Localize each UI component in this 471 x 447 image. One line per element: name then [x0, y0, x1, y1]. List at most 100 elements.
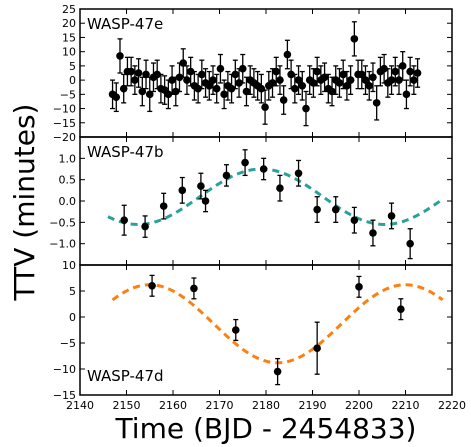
data-point — [335, 68, 344, 98]
point-marker — [328, 87, 336, 96]
y-tick-label: 20 — [62, 17, 76, 30]
point-marker — [134, 69, 143, 77]
data-point — [179, 48, 188, 78]
x-tick-label: 2170 — [206, 399, 234, 412]
point-marker — [391, 67, 400, 76]
point-marker — [369, 229, 377, 237]
point-marker — [406, 67, 414, 76]
data-point — [238, 53, 247, 84]
data-point — [410, 65, 418, 95]
data-point — [119, 73, 128, 104]
point-marker — [238, 64, 247, 73]
point-marker — [380, 64, 388, 73]
y-tick-label: 5 — [69, 60, 76, 73]
point-marker — [241, 158, 249, 167]
y-tick-label: 0 — [69, 311, 76, 324]
point-marker — [361, 76, 370, 84]
y-tick-label: 25 — [62, 3, 76, 16]
data-point — [294, 159, 303, 187]
data-point — [145, 76, 154, 113]
data-point — [222, 164, 231, 187]
data-point — [168, 65, 176, 95]
data-point — [324, 73, 333, 104]
y-tick-label: −15 — [53, 389, 76, 402]
data-point — [313, 196, 321, 223]
point-marker — [216, 64, 225, 73]
x-axis-label: Time (BJD - 2454833) — [115, 412, 417, 445]
point-marker — [365, 82, 374, 90]
data-point — [406, 228, 414, 260]
data-point — [220, 79, 228, 110]
data-point — [141, 215, 149, 238]
data-point — [294, 65, 303, 95]
point-marker — [212, 84, 221, 93]
point-marker — [201, 197, 210, 205]
x-tick-label: 2220 — [438, 399, 466, 412]
point-marker — [279, 96, 288, 104]
data-point — [241, 149, 249, 177]
y-tick-label: 1.0 — [59, 152, 77, 165]
data-point — [116, 38, 124, 74]
data-point — [197, 172, 205, 200]
data-point — [309, 68, 318, 98]
data-point — [291, 73, 299, 104]
data-point — [205, 70, 214, 101]
point-marker — [397, 305, 405, 314]
y-tick-label: −10 — [53, 363, 76, 376]
y-tick-label: −0.5 — [49, 216, 76, 229]
point-marker — [369, 73, 377, 82]
point-marker — [148, 282, 156, 290]
point-marker — [402, 90, 411, 99]
data-point — [283, 39, 292, 70]
x-tick-label: 2190 — [299, 399, 327, 412]
data-point — [398, 51, 407, 81]
y-tick-label: −15 — [53, 117, 76, 130]
point-marker — [257, 84, 266, 93]
point-marker — [197, 182, 205, 190]
point-marker — [291, 84, 299, 93]
data-point — [276, 174, 284, 202]
data-point — [276, 65, 284, 95]
panel-label: WASP-47e — [87, 15, 163, 33]
y-axis-label: TTV (minutes) — [8, 104, 41, 302]
point-marker — [387, 76, 396, 84]
point-marker — [153, 70, 161, 79]
data-point — [201, 189, 210, 213]
data-point — [209, 65, 217, 95]
point-marker — [178, 186, 187, 195]
data-point — [365, 70, 374, 101]
data-point — [134, 58, 143, 88]
point-marker — [294, 76, 303, 84]
data-point — [387, 65, 396, 95]
data-point — [279, 85, 288, 115]
data-point — [201, 68, 210, 98]
point-marker — [268, 79, 277, 87]
point-marker — [220, 90, 228, 99]
point-marker — [190, 284, 198, 293]
point-marker — [209, 76, 217, 84]
point-marker — [179, 59, 188, 67]
data-point — [138, 76, 147, 107]
y-tick-label: 5 — [69, 285, 76, 298]
data-point — [413, 58, 422, 88]
point-marker — [138, 87, 147, 96]
data-point — [350, 206, 359, 234]
data-point — [178, 176, 187, 204]
y-tick-label: −1.0 — [49, 238, 76, 251]
data-point — [369, 62, 377, 93]
x-tick-label: 2210 — [392, 399, 420, 412]
data-point — [212, 73, 221, 104]
point-marker — [313, 205, 321, 214]
data-point — [313, 56, 321, 87]
x-tick-label: 2140 — [66, 399, 94, 412]
data-point — [131, 65, 139, 95]
data-point — [406, 56, 414, 87]
data-point — [127, 56, 135, 87]
point-marker — [413, 69, 422, 77]
point-marker — [372, 99, 381, 107]
x-axis-ticks: 2140 2150 2160 2170 2180 2190 2200 2210 2220 — [66, 399, 466, 412]
panel-label: WASP-47b — [87, 143, 164, 161]
point-marker — [131, 76, 139, 84]
